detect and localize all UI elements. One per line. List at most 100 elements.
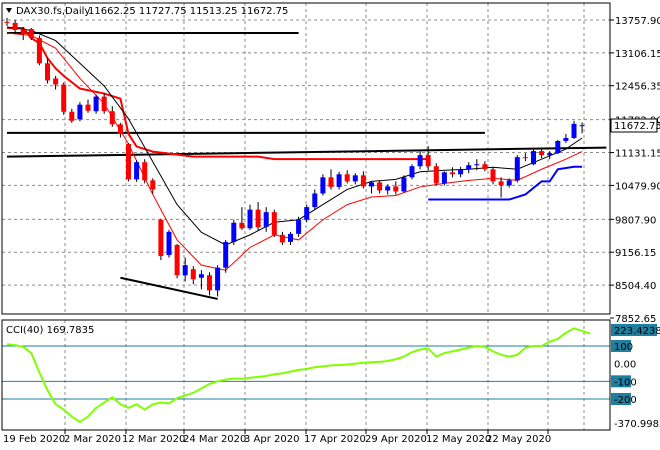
candle-body-71 [579, 125, 585, 127]
cci-tick-label-3: -100 [614, 377, 637, 388]
candle-15 [126, 143, 131, 182]
candle-16 [134, 160, 140, 182]
candle-body-13 [109, 111, 115, 125]
trendline-2 [6, 146, 607, 158]
candle-body-65 [531, 151, 536, 165]
candle-59 [482, 161, 488, 172]
cci-level-tag-0 [611, 324, 657, 336]
candle-body-16 [134, 162, 140, 180]
candle-body-8 [69, 111, 75, 121]
main-header: DAX30.fs,Daily 11662.25 11727.75 11513.2… [6, 6, 288, 17]
candle-66 [539, 148, 545, 159]
candle-body-12 [101, 96, 107, 112]
trendline-3 [120, 276, 218, 300]
candle-body-5 [45, 63, 50, 81]
candle-body-22 [182, 265, 188, 276]
candle-body-41 [336, 174, 342, 187]
candle-body-43 [352, 175, 358, 182]
candle-62 [506, 178, 512, 188]
candle-49 [401, 175, 407, 193]
candle-body-31 [255, 209, 261, 228]
candle-body-70 [571, 123, 577, 138]
candle-67 [547, 151, 553, 160]
candle-71 [579, 122, 585, 134]
trendlines [6, 32, 607, 300]
candle-43 [352, 173, 358, 185]
candle-54 [441, 171, 447, 186]
cci-tick-label-0: 223.4238 [614, 326, 660, 337]
candles [4, 17, 585, 297]
candle-body-46 [377, 182, 383, 191]
candle-19 [158, 218, 164, 261]
candle-body-32 [263, 212, 269, 227]
candle-51 [417, 151, 423, 170]
candle-body-51 [417, 155, 423, 167]
candle-61 [498, 177, 504, 198]
candle-body-54 [441, 172, 447, 184]
candle-55 [450, 167, 455, 178]
candle-60 [490, 167, 496, 185]
candle-2 [20, 26, 26, 41]
date-label-8: 22 May 2020 [486, 434, 551, 445]
candle-body-35 [288, 233, 293, 242]
candle-68 [555, 139, 561, 155]
candle-body-19 [158, 219, 164, 257]
candle-body-62 [506, 180, 512, 186]
date-label-6: 29 Apr 2020 [365, 434, 427, 445]
cci-line [6, 327, 591, 424]
candle-53 [433, 163, 439, 186]
candle-body-39 [320, 177, 326, 194]
candle-28 [231, 219, 237, 245]
cci-grid [64, 320, 585, 430]
candle-1 [12, 19, 18, 35]
price-tick-label-9: 7852.65 [615, 314, 656, 325]
candle-body-20 [166, 231, 172, 256]
candle-body-36 [296, 219, 302, 234]
candle-body-34 [279, 234, 285, 243]
candle-50 [409, 164, 415, 180]
candle-body-48 [393, 186, 399, 192]
candle-65 [531, 149, 536, 166]
candle-body-0 [4, 21, 10, 23]
candle-0 [4, 17, 10, 26]
candle-body-27 [223, 241, 229, 268]
line-red-channel [7, 26, 429, 161]
candle-3 [28, 27, 34, 41]
candle-body-60 [490, 169, 496, 182]
candle-58 [474, 159, 480, 171]
candle-11 [93, 94, 99, 114]
candle-body-33 [271, 212, 277, 235]
date-label-7: 12 May 2020 [426, 434, 491, 445]
date-label-1: 2 Mar 2020 [64, 434, 121, 445]
cci-level-tag-3 [611, 375, 631, 388]
candle-69 [563, 133, 569, 144]
main-pane-frame [1, 2, 611, 315]
date-label-3: 24 Mar 2020 [183, 434, 246, 445]
candle-21 [174, 243, 180, 279]
ohlc-values: 11662.25 11727.75 11513.25 11672.75 [88, 6, 288, 17]
candle-body-57 [466, 165, 472, 170]
candle-25 [207, 272, 212, 296]
candle-body-67 [547, 153, 553, 156]
price-tick-label-5: 10479.90 [615, 181, 660, 192]
cci-level-tag-4 [611, 393, 631, 405]
candle-body-47 [385, 186, 391, 191]
candle-12 [101, 93, 107, 114]
candle-34 [279, 231, 285, 245]
candle-body-3 [28, 28, 34, 39]
candle-body-11 [93, 96, 99, 112]
candle-63 [514, 155, 520, 183]
candle-body-68 [555, 141, 561, 154]
cci-tick-label-5: -370.9982 [614, 419, 660, 430]
collapse-triangle-icon[interactable] [6, 8, 12, 13]
candle-14 [117, 122, 123, 138]
price-tick-label-0: 13757.90 [615, 16, 660, 27]
candle-body-42 [344, 174, 350, 182]
candle-body-9 [77, 104, 83, 120]
candle-body-64 [522, 157, 528, 159]
candle-body-61 [498, 181, 504, 186]
candle-body-29 [239, 222, 245, 229]
candle-body-53 [433, 166, 439, 184]
candle-36 [296, 216, 302, 237]
